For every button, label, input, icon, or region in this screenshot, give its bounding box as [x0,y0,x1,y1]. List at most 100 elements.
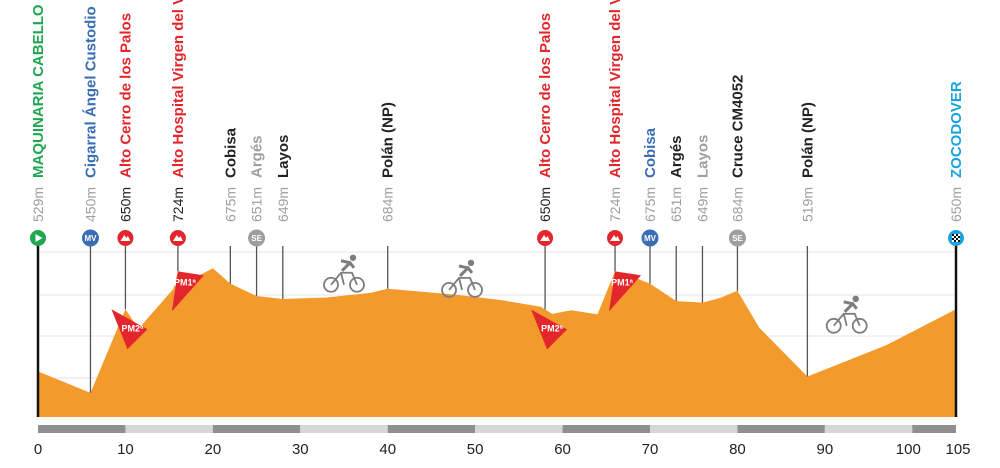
rider-head-icon [467,259,475,267]
axis-segment [212,425,301,433]
sprint-marker-icon [728,229,746,247]
climb-flag-label: PM1ª [174,277,197,287]
point-altitude: 649m [275,187,291,222]
axis-segment [824,425,913,433]
rider-head-icon [852,295,859,303]
mv-marker-icon [641,229,659,247]
checkered-flag-icon [956,234,958,236]
climb-flag-label: PM2ª [122,323,145,333]
wheel-icon [467,282,483,298]
x-tick-label: 50 [467,441,484,458]
point-altitude: 519m [799,187,815,222]
x-tick-label: 30 [292,441,309,458]
climb-flag-shape [609,271,642,312]
axis-segment [912,425,956,433]
x-tick-label: 60 [554,441,571,458]
x-tick-label: 40 [379,441,396,458]
cyclist-icon [441,259,483,298]
route-points: 529m MAQUINARIA CABELLO MV 450m Cigarral Áng… [30,0,965,417]
point-name: Cobisa [222,127,239,178]
mountain-icon [540,235,551,241]
route-point: SE 651m Argés [248,135,266,296]
point-name: Layos [275,135,292,178]
point-altitude: 650m [537,187,553,222]
checkered-flag-icon [956,236,958,238]
axis-segment [300,425,388,433]
axis-segment [650,425,738,433]
point-name: Polán (NP) [380,102,397,178]
point-name: Alto Hospital Virgen del Valle [170,0,187,178]
marker-label: MV [84,234,97,243]
mv-marker-icon [81,229,99,247]
climb-flags: PM2ª PM1ª PM2ª PM1ª [111,271,642,350]
route-point: 529m MAQUINARIA CABELLO [30,4,47,417]
wheel-icon [323,276,339,293]
cyclist-icons [323,254,868,334]
checkered-flag-icon [958,234,960,236]
point-name: Cruce CM4052 [729,75,746,178]
rider-body-icon [458,264,474,277]
x-tick-label: 0 [34,441,42,458]
point-altitude: 651m [668,187,684,222]
route-point: 649m Layos [275,135,292,300]
climb-flag-label: PM2ª [541,323,564,333]
checkered-flag-icon [954,238,956,240]
axis-segment [475,425,563,433]
x-tick-label: 105 [945,441,970,458]
route-point: 650m Alto Cerro de los Palos [117,13,134,310]
route-point: 675m Cobisa [222,127,239,284]
profile-fill [38,268,956,417]
route-point: 651m Argés [668,135,685,302]
bike-frame-icon [330,271,358,286]
mountain-icon [120,235,131,241]
point-name: Cobisa [642,127,659,178]
route-point: SE 684m Cruce CM4052 [728,75,746,291]
checkered-flag-icon [954,234,956,236]
wheel-icon [825,317,842,334]
checkered-flag-icon [952,236,954,238]
marker-label: SE [251,234,262,243]
point-name: Alto Hospital Virgen del Valle [607,0,624,178]
point-name: Alto Cerro de los Palos [117,13,134,178]
cyclist-icon [323,254,365,293]
climb-flag: PM1ª [171,271,204,312]
distance-axis: 0 10 20 30 40 50 60 70 80 90 100 105 [34,425,971,458]
play-icon [35,234,43,242]
route-point: 649m Layos [694,135,711,303]
climb-flag-shape [111,309,148,350]
point-name: ZOCODOVER [948,81,965,178]
route-point: 684m Polán (NP) [380,102,397,289]
checkered-flag-icon [956,238,958,240]
rider-body-icon [843,300,858,313]
point-altitude: 684m [729,187,745,222]
axis-segment [562,425,650,433]
route-point: 724m Alto Hospital Virgen del Valle [169,0,187,272]
route-point: 724m Alto Hospital Virgen del Valle [607,0,624,272]
bike-frame-icon [448,277,476,291]
checkered-flag-icon [954,236,956,238]
sprint-marker-icon [248,229,266,247]
mountain-icon [610,235,621,241]
checkered-flag-icon [954,240,956,242]
point-name: MAQUINARIA CABELLO [30,4,47,178]
rider-body-icon [340,259,356,272]
checkered-flag-icon [952,234,954,236]
axis-segment [387,425,476,433]
x-tick-label: 20 [205,441,222,458]
point-altitude: 724m [607,187,623,222]
climb-flag-shape [531,309,568,350]
point-name: Argés [668,135,685,178]
checkered-flag-icon [956,240,958,242]
x-tick-label: 70 [642,441,659,458]
route-point: MV 675m Cobisa [641,127,659,284]
checkered-flag-icon [958,238,960,240]
mountain-icon [172,235,183,241]
route-point: 519m Polán (NP) [799,102,816,377]
climb-flag-label: PM1ª [611,277,634,287]
point-altitude: 649m [694,187,710,222]
axis-segment [38,425,126,433]
point-altitude: 675m [222,187,238,222]
point-altitude: 650m [117,187,133,222]
checkered-flag-icon [952,238,954,240]
axis-segment [125,425,213,433]
